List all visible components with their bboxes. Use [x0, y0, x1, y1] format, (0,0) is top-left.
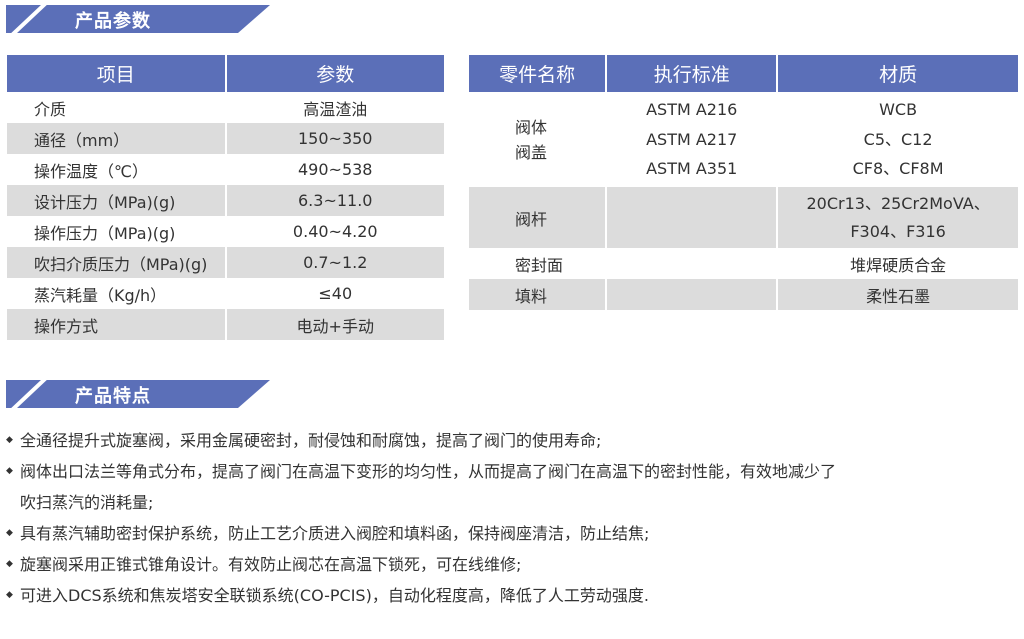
- material: C5、C12: [863, 129, 933, 149]
- part-cell: 密封面: [515, 255, 564, 275]
- part-name: 阀盖: [515, 142, 548, 162]
- param-value: 6.3~11.0: [226, 185, 444, 216]
- material-cell: 堆焊硬质合金: [850, 255, 947, 275]
- part-cell: 填料: [469, 279, 606, 310]
- param-name: 蒸汽耗量（Kg/h）: [34, 285, 167, 305]
- material-cell: 柔性石墨: [778, 279, 1018, 310]
- table-row: 蒸汽耗量（Kg/h） ≤40: [7, 278, 444, 309]
- param-value: ≤40: [318, 284, 353, 303]
- feature-item: 全通径提升式旋塞阀，采用金属硬密封，耐侵蚀和耐腐蚀，提高了阀门的使用寿命;: [6, 425, 836, 456]
- feature-item: 旋塞阀采用正锥式锥角设计。有效防止阀芯在高温下锁死，可在线维修;: [6, 549, 836, 580]
- parts-table: 零件名称 执行标准 材质 阀体 阀盖 ASTM A216 ASTM A217 ASTM A…: [467, 55, 1020, 310]
- column-header: 零件名称: [469, 55, 606, 92]
- param-name: 操作压力（MPa)(g): [34, 223, 176, 243]
- param-value: 0.40~4.20: [292, 222, 378, 241]
- standard-cell: ASTM A216 ASTM A217 ASTM A351: [607, 92, 776, 187]
- material-cell: 20Cr13、25Cr2MoVA、 F304、F316: [778, 187, 1018, 248]
- table-row: 介质 高温渣油: [7, 92, 444, 123]
- standard-cell: [607, 248, 776, 279]
- standard-cell: [607, 279, 777, 310]
- param-name: 吹扫介质压力（MPa)(g): [7, 247, 225, 278]
- table-row: 操作温度（℃） 490~538: [7, 154, 444, 185]
- params-section-banner: 产品参数: [6, 5, 270, 33]
- column-header: 项目: [7, 55, 225, 92]
- column-header: 执行标准: [607, 55, 777, 92]
- table-row: 阀体阀盖 ASTM A216 ASTM A217 ASTM A351 WCB C5、C…: [469, 92, 1018, 187]
- param-value: 150~350: [226, 123, 444, 154]
- param-name: 操作温度（℃）: [34, 161, 148, 181]
- features-section-banner: 产品特点: [6, 380, 270, 408]
- table-row: 阀杆 20Cr13、25Cr2MoVA、 F304、F316: [469, 187, 1018, 248]
- standard: ASTM A216: [646, 100, 738, 120]
- features-list: 全通径提升式旋塞阀，采用金属硬密封，耐侵蚀和耐腐蚀，提高了阀门的使用寿命; 阀体…: [6, 425, 836, 611]
- feature-item: 阀体出口法兰等角式分布，提高了阀门在高温下变形的均匀性，从而提高了阀门在高温下的…: [6, 456, 836, 487]
- part-cell: 阀杆: [469, 187, 606, 248]
- feature-item: 具有蒸汽辅助密封保护系统，防止工艺介质进入阀腔和填料函，保持阀座清洁，防止结焦;: [6, 518, 836, 549]
- param-name: 设计压力（MPa)(g): [7, 185, 225, 216]
- material: 20Cr13、25Cr2MoVA、: [806, 193, 990, 213]
- part-name: 阀体: [515, 117, 548, 137]
- param-value: 490~538: [298, 160, 373, 179]
- table-row: 填料 柔性石墨: [469, 279, 1018, 310]
- material: CF8、CF8M: [852, 159, 944, 179]
- table-row: 通径（mm） 150~350: [7, 123, 444, 154]
- material: F304、F316: [850, 221, 946, 241]
- param-value: 电动+手动: [226, 309, 444, 340]
- param-value: 0.7~1.2: [226, 247, 444, 278]
- section-title: 产品特点: [75, 386, 151, 407]
- table-row: 吹扫介质压力（MPa)(g) 0.7~1.2: [7, 247, 444, 278]
- feature-item: 可进入DCS系统和焦炭塔安全联锁系统(CO-PCIS)，自动化程度高，降低了人工…: [6, 580, 836, 611]
- part-cell: 阀体 阀盖: [469, 92, 605, 187]
- standard: ASTM A217: [646, 129, 738, 149]
- material-cell: WCB C5、C12 CF8、CF8M: [778, 92, 1018, 187]
- section-title: 产品参数: [75, 11, 151, 32]
- banner-shape: [6, 380, 270, 408]
- params-table: 项目 参数 介质 高温渣油通径（mm） 150~350 操作温度（℃） 490~538 设计…: [5, 55, 446, 340]
- banner-shape: [6, 5, 270, 33]
- param-value: 高温渣油: [303, 99, 368, 119]
- column-header: 参数: [226, 55, 444, 92]
- standard: ASTM A351: [646, 159, 738, 179]
- feature-item-continuation: 吹扫蒸汽的消耗量;: [20, 493, 154, 512]
- material: WCB: [879, 100, 918, 120]
- param-name: 操作方式: [7, 309, 225, 340]
- table-row: 密封面 堆焊硬质合金: [469, 248, 1018, 279]
- table-row: 设计压力（MPa)(g) 6.3~11.0: [7, 185, 444, 216]
- column-header: 材质: [778, 55, 1018, 92]
- table-row: 操作方式 电动+手动: [7, 309, 444, 340]
- param-name: 通径（mm）: [7, 123, 225, 154]
- standard-cell: [607, 187, 777, 248]
- table-row: 操作压力（MPa)(g) 0.40~4.20: [7, 216, 444, 247]
- param-name: 介质: [34, 99, 67, 119]
